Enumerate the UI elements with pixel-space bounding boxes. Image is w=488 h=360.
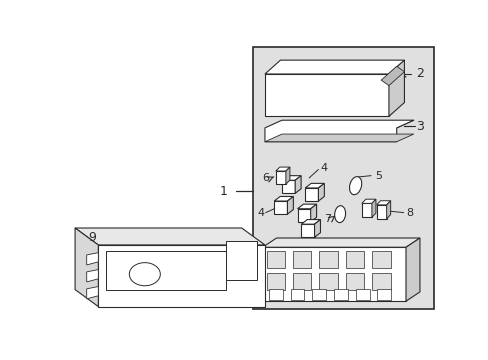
- Polygon shape: [86, 287, 98, 299]
- Bar: [371, 273, 390, 289]
- Bar: [311, 289, 325, 300]
- Bar: [262, 247, 405, 301]
- Polygon shape: [386, 201, 390, 219]
- Text: 9: 9: [88, 231, 96, 244]
- Text: 2: 2: [415, 67, 423, 81]
- Bar: [319, 273, 337, 289]
- Bar: [333, 289, 347, 300]
- Text: 4: 4: [320, 163, 327, 173]
- Ellipse shape: [334, 206, 345, 222]
- Text: 7: 7: [323, 214, 330, 224]
- Bar: [345, 251, 364, 268]
- Polygon shape: [376, 201, 390, 205]
- Bar: [274, 201, 287, 214]
- Polygon shape: [295, 176, 301, 193]
- Polygon shape: [310, 204, 316, 222]
- Polygon shape: [301, 220, 320, 224]
- Text: 4: 4: [272, 274, 280, 287]
- Polygon shape: [86, 253, 98, 265]
- Polygon shape: [264, 60, 404, 74]
- Polygon shape: [275, 167, 289, 171]
- Polygon shape: [285, 167, 289, 184]
- Bar: [266, 251, 285, 268]
- Bar: [376, 205, 386, 219]
- Bar: [264, 74, 388, 116]
- Polygon shape: [86, 270, 98, 282]
- Bar: [106, 251, 226, 289]
- Polygon shape: [297, 204, 316, 209]
- Polygon shape: [388, 60, 404, 116]
- Bar: [275, 171, 285, 184]
- Text: 4: 4: [257, 208, 264, 217]
- Bar: [266, 273, 285, 289]
- Bar: [361, 203, 371, 217]
- Polygon shape: [274, 197, 293, 201]
- Text: 6: 6: [261, 173, 268, 183]
- Polygon shape: [371, 199, 375, 217]
- Polygon shape: [361, 199, 375, 203]
- Bar: [371, 251, 390, 268]
- Bar: [98, 245, 264, 306]
- Bar: [292, 251, 311, 268]
- Bar: [345, 273, 364, 289]
- Polygon shape: [405, 238, 419, 301]
- Polygon shape: [314, 220, 320, 237]
- Polygon shape: [264, 120, 413, 142]
- Polygon shape: [318, 183, 324, 201]
- Polygon shape: [262, 238, 419, 247]
- Ellipse shape: [349, 177, 361, 195]
- Bar: [301, 224, 314, 237]
- Bar: [355, 289, 369, 300]
- Bar: [282, 180, 295, 193]
- Text: 3: 3: [415, 120, 423, 133]
- Polygon shape: [75, 228, 264, 245]
- Bar: [252, 47, 433, 309]
- Bar: [290, 289, 304, 300]
- Text: 1: 1: [220, 185, 227, 198]
- Bar: [226, 241, 257, 280]
- Bar: [319, 251, 337, 268]
- Polygon shape: [264, 134, 413, 142]
- Bar: [268, 289, 282, 300]
- Text: 8: 8: [405, 208, 412, 217]
- Polygon shape: [75, 228, 98, 306]
- Polygon shape: [305, 183, 324, 188]
- Bar: [305, 188, 318, 201]
- Polygon shape: [381, 66, 404, 86]
- Polygon shape: [287, 197, 293, 214]
- Bar: [297, 209, 310, 222]
- Polygon shape: [282, 176, 301, 180]
- Bar: [292, 273, 311, 289]
- Text: 5: 5: [374, 171, 381, 181]
- Bar: [377, 289, 390, 300]
